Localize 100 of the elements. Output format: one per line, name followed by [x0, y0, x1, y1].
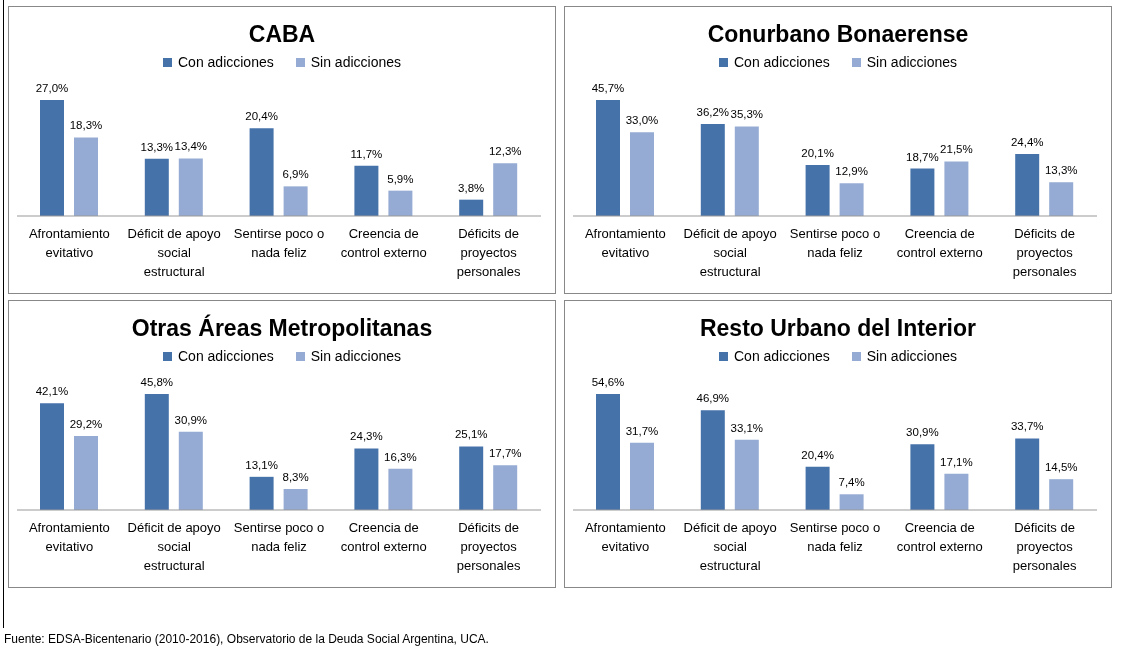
data-label: 24,3%	[350, 430, 383, 443]
bar	[354, 448, 379, 510]
data-label: 12,9%	[835, 165, 868, 178]
data-label: 45,7%	[591, 82, 625, 94]
x-tick-label: Creencia de control externo	[340, 520, 427, 554]
data-label: 45,8%	[140, 376, 174, 388]
bar	[1049, 182, 1074, 216]
bar	[910, 444, 935, 510]
data-label: 8,3%	[282, 470, 309, 483]
bar	[839, 494, 864, 510]
x-tick-label: Déficit de apoyo social estructural	[683, 226, 777, 279]
x-tick-label: Afrontamiento evitativo	[584, 520, 666, 554]
bar	[354, 165, 379, 216]
bar	[459, 199, 484, 216]
legend-label: Sin adicciones	[309, 54, 401, 70]
bar	[944, 161, 969, 216]
bar	[630, 132, 654, 216]
data-label: 13,3%	[1044, 164, 1078, 177]
bar	[144, 158, 169, 216]
bar	[493, 465, 518, 510]
data-label: 13,3%	[140, 140, 174, 153]
bar	[74, 137, 98, 216]
data-label: 21,5%	[940, 143, 973, 156]
data-label: 33,1%	[730, 421, 764, 434]
chart-title: Conurbano Bonaerense	[706, 21, 970, 48]
x-tick-label: Sentirse poco o nada feliz	[789, 520, 881, 554]
bar	[910, 168, 935, 216]
bar	[1015, 154, 1040, 216]
bar	[734, 126, 759, 216]
bar	[283, 186, 308, 216]
data-label: 18,3%	[69, 119, 103, 132]
x-tick-label: Sentirse poco o nada feliz	[233, 226, 325, 260]
legend-label: Sin adicciones	[865, 54, 957, 70]
x-tick-label: Déficits de proyectos personales	[456, 226, 521, 279]
legend-label: Con adicciones	[177, 54, 274, 70]
x-tick-label: Afrontamiento evitativo	[584, 226, 666, 260]
data-label: 6,9%	[282, 168, 309, 181]
legend-label: Sin adicciones	[865, 348, 957, 364]
x-tick-label: Creencia de control externo	[340, 226, 427, 260]
legend-label: Con adicciones	[177, 348, 274, 364]
x-tick-label: Déficits de proyectos personales	[456, 520, 521, 573]
bar	[459, 446, 484, 510]
bar	[1015, 438, 1040, 510]
data-label: 31,7%	[625, 424, 659, 437]
bar	[805, 164, 830, 216]
data-label: 16,3%	[384, 450, 417, 463]
data-label: 25,1%	[454, 428, 488, 441]
data-label: 29,2%	[69, 418, 103, 431]
x-tick-label: Afrontamiento evitativo	[28, 226, 110, 260]
x-tick-label: Creencia de control externo	[896, 520, 983, 554]
data-label: 30,9%	[174, 413, 208, 426]
bar	[596, 394, 620, 510]
data-label: 13,4%	[174, 140, 208, 153]
x-tick-label: Sentirse poco o nada feliz	[233, 520, 325, 554]
data-label: 12,3%	[488, 145, 522, 158]
data-label: 3,8%	[458, 181, 485, 194]
legend-label: Con adicciones	[733, 348, 830, 364]
bar	[249, 476, 274, 510]
x-tick-label: Creencia de control externo	[896, 226, 983, 260]
bar	[805, 466, 830, 510]
x-tick-label: Déficit de apoyo social estructural	[127, 520, 221, 573]
data-label: 54,6%	[591, 376, 625, 388]
data-label: 17,1%	[940, 455, 973, 468]
data-label: 27,0%	[35, 82, 69, 94]
bar	[630, 442, 654, 510]
x-tick-label: Déficits de proyectos personales	[1012, 226, 1077, 279]
bar	[1049, 479, 1074, 510]
legend-label: Con adicciones	[733, 54, 830, 70]
legend-label: Sin adicciones	[309, 348, 401, 364]
x-tick-label: Déficits de proyectos personales	[1012, 520, 1077, 573]
bar	[40, 100, 64, 216]
data-label: 20,4%	[245, 110, 278, 123]
data-label: 36,2%	[696, 106, 730, 119]
x-tick-label: Déficit de apoyo social estructural	[127, 226, 221, 279]
x-tick-label: Déficit de apoyo social estructural	[683, 520, 777, 573]
bar	[178, 431, 203, 510]
data-label: 14,5%	[1044, 461, 1078, 474]
data-label: 46,9%	[696, 392, 730, 405]
bar	[700, 410, 725, 510]
bar	[493, 163, 518, 216]
bar	[40, 403, 64, 510]
data-label: 13,1%	[245, 458, 278, 471]
data-label: 20,4%	[801, 448, 834, 461]
source-note: Fuente: EDSA-Bicentenario (2010-2016), Observatorio de la Deuda Social Argentina, UCA.	[4, 632, 489, 646]
bar	[839, 183, 864, 216]
data-label: 5,9%	[387, 172, 414, 185]
bar	[944, 473, 969, 510]
bar	[144, 394, 169, 510]
x-tick-label: Afrontamiento evitativo	[28, 520, 110, 554]
chart-title: Resto Urbano del Interior	[698, 315, 977, 342]
bar	[283, 488, 308, 510]
bar	[388, 190, 413, 216]
data-label: 33,7%	[1010, 420, 1044, 433]
bar	[700, 124, 725, 216]
data-label: 7,4%	[838, 476, 865, 489]
bar	[178, 158, 203, 216]
bar	[74, 436, 98, 510]
bar	[596, 100, 620, 216]
data-label: 20,1%	[801, 146, 834, 159]
data-label: 35,3%	[730, 108, 764, 121]
